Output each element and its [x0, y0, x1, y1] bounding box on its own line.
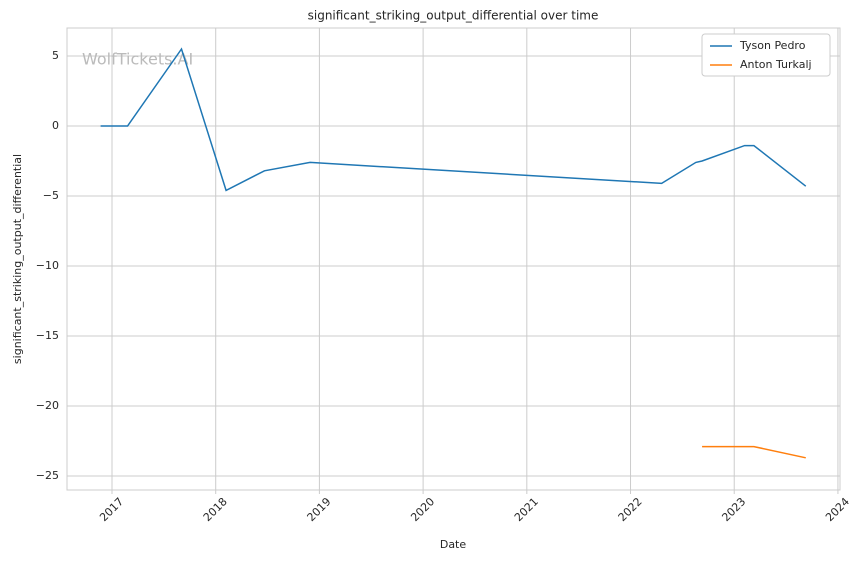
x-tick-label: 2017	[97, 495, 126, 524]
x-tick-label: 2024	[823, 495, 852, 524]
grid	[67, 28, 840, 490]
y-tick-label: 5	[52, 49, 59, 62]
line	[702, 445, 806, 459]
line	[100, 47, 807, 192]
plot-area	[66, 27, 841, 491]
x-tick-label: 2022	[616, 495, 645, 524]
y-tick-label: −15	[36, 329, 59, 342]
x-axis-label: Date	[440, 538, 467, 551]
x-tick-label: 2019	[305, 495, 334, 524]
y-tick-label: 0	[52, 119, 59, 132]
x-tick-label: 2020	[408, 495, 437, 524]
y-tick-label: −10	[36, 259, 59, 272]
y-tick-label: −20	[36, 399, 59, 412]
x-tick-label: 2021	[512, 495, 541, 524]
legend-box	[701, 33, 831, 77]
x-tick-label: 2023	[719, 495, 748, 524]
x-tick-label: 2018	[201, 495, 230, 524]
y-axis-label: significant_striking_output_differential	[11, 154, 24, 364]
legend-label: Anton Turkalj	[740, 58, 812, 71]
y-tick-label: −5	[43, 189, 59, 202]
y-tick-label: −25	[36, 469, 59, 482]
chart-title: significant_striking_output_differential…	[308, 9, 599, 23]
watermark: WolfTickets.AI	[82, 50, 193, 69]
legend-label: Tyson Pedro	[739, 39, 806, 52]
